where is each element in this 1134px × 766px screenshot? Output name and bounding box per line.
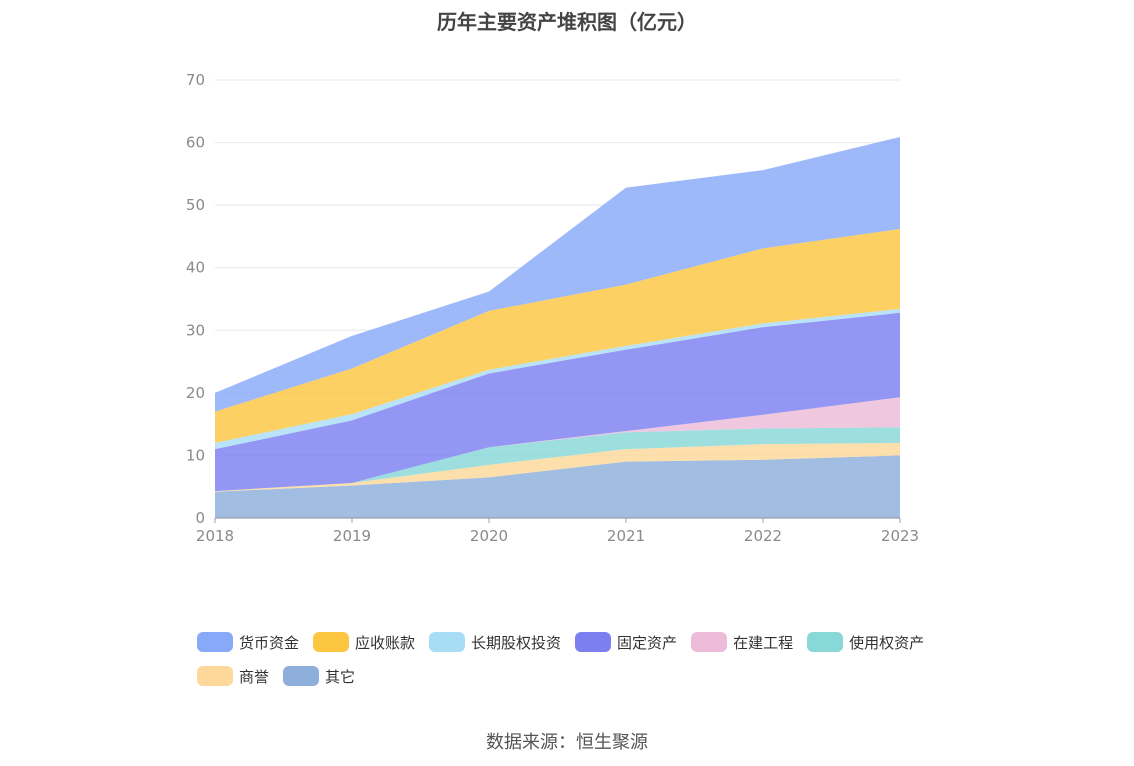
area-在建工程 <box>215 397 900 492</box>
y-tick-label: 40 <box>186 259 205 277</box>
legend-item[interactable]: 商誉 <box>197 664 269 688</box>
chart-title: 历年主要资产堆积图（亿元） <box>437 10 697 34</box>
legend-swatch <box>283 666 320 686</box>
area-应收账款 <box>215 228 900 443</box>
area-货币资金 <box>215 136 900 412</box>
legend-swatch <box>197 632 233 652</box>
stacked-area-chart: 0 10 20 30 40 50 60 70 2018 2019 2020 2021 2022 2023 <box>186 71 919 545</box>
legend-label: 固定资产 <box>617 633 678 652</box>
x-tick-label: 2023 <box>881 527 919 545</box>
legend-item[interactable]: 在建工程 <box>691 630 793 654</box>
area-商誉 <box>215 442 900 492</box>
legend-item[interactable]: 其它 <box>283 664 355 688</box>
x-tick-label: 2019 <box>333 527 371 545</box>
x-tick-label: 2021 <box>607 527 645 545</box>
chart-legend: 货币资金 应收账款 长期股权投资 固定资产 在建工程 使用权资产商誉 其它 <box>197 630 957 688</box>
legend-label: 使用权资产 <box>849 633 925 652</box>
legend-item[interactable]: 长期股权投资 <box>429 630 561 654</box>
legend-label: 货币资金 <box>239 633 300 652</box>
legend-item[interactable]: 固定资产 <box>575 630 677 654</box>
y-tick-label: 10 <box>186 446 205 464</box>
legend-label: 在建工程 <box>733 633 794 652</box>
x-tick-label: 2022 <box>744 527 782 545</box>
y-tick-label: 60 <box>186 134 205 152</box>
legend-swatch <box>429 632 466 652</box>
legend-label: 商誉 <box>239 667 270 686</box>
legend-label: 应收账款 <box>355 633 416 652</box>
legend-swatch <box>313 632 350 652</box>
legend-item[interactable]: 使用权资产 <box>807 630 924 654</box>
legend-item[interactable]: 货币资金 <box>197 630 299 654</box>
data-source: 数据来源：恒生聚源 <box>486 732 648 753</box>
legend-swatch <box>807 632 844 652</box>
legend-swatch <box>575 632 612 652</box>
area-其它 <box>215 455 900 518</box>
y-tick-label: 70 <box>186 71 205 89</box>
legend-swatch <box>691 632 728 652</box>
legend-item[interactable]: 应收账款 <box>313 630 415 654</box>
legend-label: 长期股权投资 <box>471 633 562 652</box>
legend-swatch <box>197 666 233 686</box>
x-tick-label: 2018 <box>196 527 234 545</box>
area-使用权资产 <box>215 427 900 492</box>
y-tick-label: 50 <box>186 196 205 214</box>
y-tick-label: 30 <box>186 321 205 339</box>
legend-label: 其它 <box>325 667 356 686</box>
y-tick-label: 0 <box>195 509 205 527</box>
y-tick-label: 20 <box>186 384 205 402</box>
area-固定资产 <box>215 312 900 492</box>
x-tick-label: 2020 <box>470 527 508 545</box>
